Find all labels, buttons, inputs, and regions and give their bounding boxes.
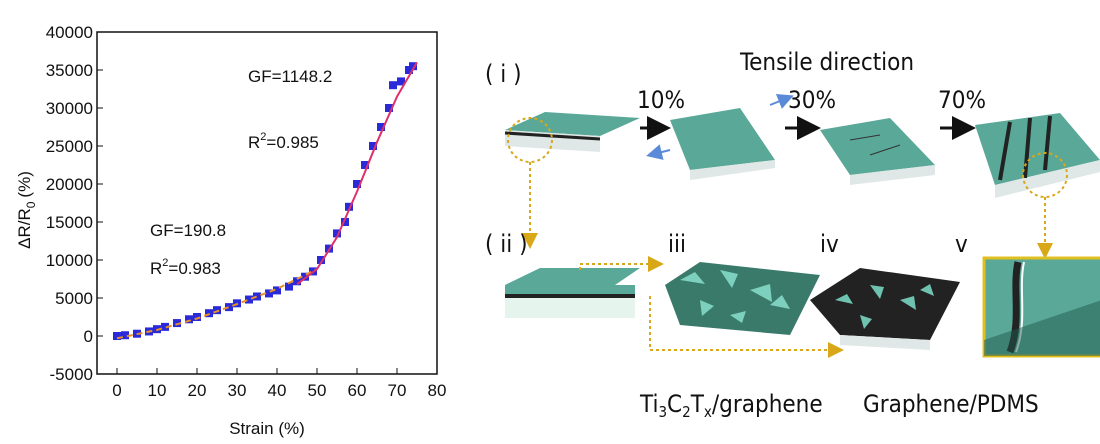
slab <box>670 108 775 170</box>
x-tick-label: 20 <box>188 381 207 400</box>
y-tick-label: 25000 <box>46 137 93 156</box>
sheet <box>810 268 960 340</box>
text-part: T <box>690 390 705 418</box>
point <box>389 81 397 89</box>
label: ( ii ) <box>485 230 528 258</box>
material-label: Ti3C2Tx/graphene <box>639 390 823 421</box>
y-tick-label: 10000 <box>46 251 93 270</box>
layer <box>505 294 635 298</box>
label: 30% <box>788 86 836 114</box>
subscript: x <box>704 403 712 421</box>
y-tick-label: 15000 <box>46 213 93 232</box>
slab <box>505 268 640 285</box>
annotation: GF=1148.2 <box>248 67 332 86</box>
text-part: Ti <box>639 390 658 418</box>
x-tick-label: 10 <box>148 381 167 400</box>
y-tick-label: 30000 <box>46 99 93 118</box>
arrow <box>650 150 670 155</box>
annotation: R2=0.983 <box>150 257 221 278</box>
subscript: 0 <box>24 201 38 208</box>
x-tick-label: 80 <box>428 381 447 400</box>
text-part: (%) <box>15 171 34 197</box>
figure: ( i ) Tensile direction 10% 30% 70% ( ii… <box>0 0 1100 439</box>
substrate <box>505 298 635 318</box>
y-tick-label: 20000 <box>46 175 93 194</box>
text-part: =0.983 <box>168 259 220 278</box>
material-label: Graphene/PDMS <box>863 390 1039 418</box>
point <box>113 332 121 340</box>
slab <box>820 118 935 175</box>
text-part: /graphene <box>712 390 823 418</box>
y-tick-label: -5000 <box>50 365 93 384</box>
x-tick-label: 40 <box>268 381 287 400</box>
text-part: R <box>248 133 260 152</box>
y-axis-label: ΔR/R0 (%) <box>15 171 38 249</box>
x-tick-label: 70 <box>388 381 407 400</box>
label: iv <box>820 230 839 258</box>
x-tick-label: 30 <box>228 381 247 400</box>
text-part: =0.985 <box>266 133 318 152</box>
text-part: C <box>667 390 682 418</box>
y-tick-label: 5000 <box>55 289 93 308</box>
label: ( i ) <box>485 60 522 88</box>
arrow <box>770 97 790 105</box>
label: 10% <box>637 86 685 114</box>
label: iii <box>668 230 686 258</box>
annotation: GF=190.8 <box>150 221 226 240</box>
subscript: 3 <box>658 403 667 421</box>
x-tick-label: 50 <box>308 381 327 400</box>
label: 70% <box>938 86 986 114</box>
y-tick-label: 0 <box>84 327 93 346</box>
subscript: 2 <box>682 403 691 421</box>
label: Tensile direction <box>739 48 914 76</box>
slab-side <box>505 285 635 295</box>
x-axis-label: Strain (%) <box>229 419 305 438</box>
x-tick-label: 0 <box>112 381 121 400</box>
flakes <box>665 262 820 335</box>
text-part: R <box>150 259 162 278</box>
fit-line <box>297 62 417 284</box>
diagram: ( i ) Tensile direction 10% 30% 70% ( ii… <box>485 48 1100 421</box>
text-part: ΔR/R <box>15 208 34 249</box>
label: v <box>955 230 968 258</box>
x-tick-label: 60 <box>348 381 367 400</box>
annotation: R2=0.985 <box>248 131 319 152</box>
y-tick-label: 35000 <box>46 61 93 80</box>
y-tick-label: 40000 <box>46 23 93 42</box>
